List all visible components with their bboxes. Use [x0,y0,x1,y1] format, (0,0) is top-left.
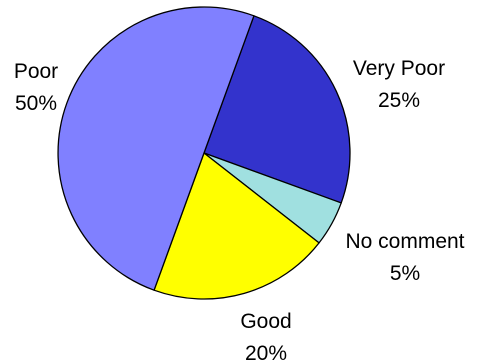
slice-label-poor: Poor [14,60,58,83]
pie-slice-very-poor [203,15,351,204]
pie-slice-good [153,152,320,300]
pie-slice-poor [57,6,255,291]
slice-label-good: Good [240,310,291,333]
slice-label-no-comment: No comment [345,230,464,253]
slice-percent-poor: 50% [15,92,57,115]
slice-label-very-poor: Very Poor [353,57,445,80]
slice-percent-very-poor: 25% [378,89,420,112]
slice-percent-no-comment: 5% [390,262,420,285]
slice-percent-good: 20% [245,342,287,360]
